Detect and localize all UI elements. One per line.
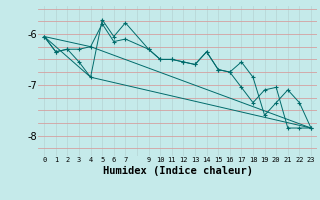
X-axis label: Humidex (Indice chaleur): Humidex (Indice chaleur) xyxy=(103,166,252,176)
